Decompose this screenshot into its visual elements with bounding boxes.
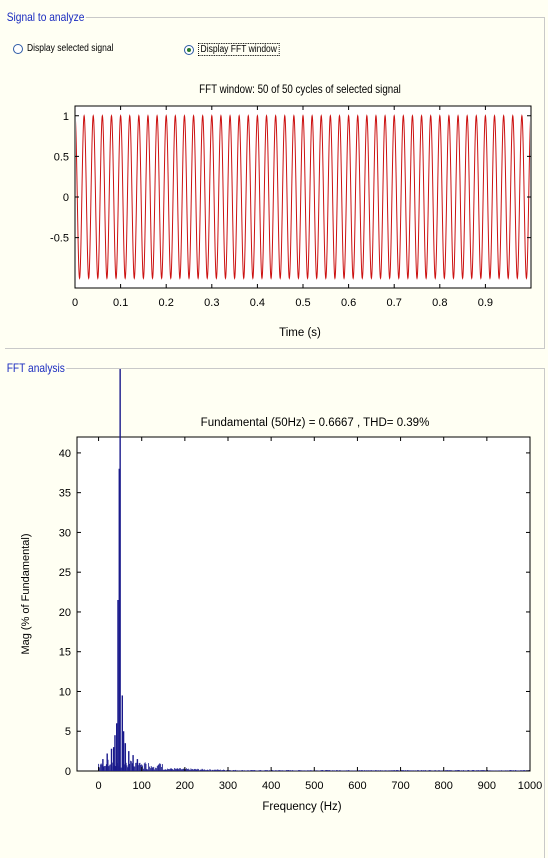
fft-y-tick-label: 40 <box>59 448 71 460</box>
fft-x-tick-label: 500 <box>305 780 323 792</box>
signal-x-tick-label: 0.2 <box>159 297 174 309</box>
fft-x-tick-label: 200 <box>176 780 194 792</box>
radio-checked-icon[interactable] <box>184 44 194 55</box>
radio-unchecked-icon[interactable] <box>13 43 23 54</box>
fft-x-tick-label: 400 <box>262 780 280 792</box>
signal-y-tick-label: 0 <box>63 192 69 204</box>
signal-x-axis-label: Time (s) <box>279 327 321 339</box>
signal-x-tick-label: 0.7 <box>387 297 402 309</box>
signal-chart: FFT window: 50 of 50 cycles of selected … <box>50 83 532 339</box>
fft-plot-area <box>76 436 531 772</box>
fft-x-tick-label: 700 <box>391 780 409 792</box>
signal-y-tick-label: 1 <box>63 111 69 123</box>
signal-x-tick-label: 0.1 <box>113 297 128 309</box>
signal-to-analyze-panel: Signal to analyze Display selected signa… <box>5 10 545 349</box>
fft-y-tick-label: 10 <box>59 686 71 698</box>
fft-y-tick-label: 5 <box>65 726 71 738</box>
display-selected-signal-label[interactable]: Display selected signal <box>27 43 114 54</box>
display-fft-window-radio[interactable]: Display FFT window <box>184 43 294 56</box>
fft-chart: Fundamental (50Hz) = 0.6667 , THD= 0.39%… <box>20 369 542 813</box>
fft-x-tick-label: 900 <box>478 780 496 792</box>
signal-x-tick-label: 0 <box>72 297 78 309</box>
display-mode-radio-group: Display selected signal Display FFT wind… <box>5 40 545 60</box>
signal-x-tick-label: 0.5 <box>295 297 310 309</box>
signal-x-tick-label: 0.6 <box>341 297 356 309</box>
display-selected-signal-radio[interactable]: Display selected signal <box>13 43 129 54</box>
signal-panel-legend: Signal to analyze <box>5 10 87 24</box>
fft-analysis-panel: FFT analysis Fundamental (50Hz) = 0.6667… <box>5 361 545 858</box>
display-fft-window-label[interactable]: Display FFT window <box>198 43 280 56</box>
signal-x-tick-label: 0.8 <box>432 297 447 309</box>
signal-y-tick-label: -0.5 <box>50 233 69 245</box>
fft-x-tick-label: 600 <box>348 780 366 792</box>
fft-x-tick-label: 0 <box>96 780 102 792</box>
signal-x-tick-label: 0.4 <box>250 297 265 309</box>
fft-y-tick-label: 25 <box>59 567 71 579</box>
signal-waveform-line <box>76 114 530 280</box>
fft-y-tick-label: 15 <box>59 647 71 659</box>
fft-x-tick-label: 1000 <box>518 780 542 792</box>
fft-panel-legend: FFT analysis <box>5 361 67 375</box>
fft-y-axis-label: Mag (% of Fundamental) <box>20 533 32 654</box>
signal-x-tick-label: 0.3 <box>204 297 219 309</box>
fft-y-tick-label: 35 <box>59 488 71 500</box>
fft-x-axis-label: Frequency (Hz) <box>262 801 341 813</box>
signal-x-tick-label: 0.9 <box>478 297 493 309</box>
fft-chart-title: Fundamental (50Hz) = 0.6667 , THD= 0.39% <box>201 417 430 429</box>
fft-y-tick-label: 20 <box>59 607 71 619</box>
fft-x-tick-label: 100 <box>133 780 151 792</box>
fft-y-tick-label: 0 <box>65 766 71 778</box>
fft-x-tick-label: 300 <box>219 780 237 792</box>
fft-x-tick-label: 800 <box>435 780 453 792</box>
signal-plot-area <box>74 105 532 289</box>
signal-chart-title: FFT window: 50 of 50 cycles of selected … <box>199 83 401 96</box>
signal-y-tick-label: 0.5 <box>54 151 69 163</box>
fft-y-tick-label: 30 <box>59 527 71 539</box>
